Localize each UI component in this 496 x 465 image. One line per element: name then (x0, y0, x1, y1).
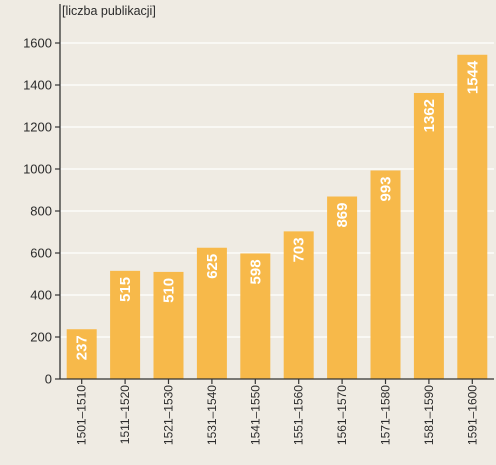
y-tick-label: 1200 (23, 120, 52, 135)
bar-value-labels: 237 515 510 625 598 703 869 993 1362 1544 (74, 60, 482, 360)
x-category-label: 1501–1510 (75, 385, 89, 445)
y-tick-label: 600 (30, 246, 52, 261)
y-axis-ticks: 0 200 400 600 800 1000 1200 1400 1600 (23, 36, 60, 387)
y-tick-label: 200 (30, 330, 52, 345)
bar (327, 196, 358, 379)
y-tick-label: 1600 (23, 36, 52, 51)
y-tick-label: 0 (45, 372, 52, 387)
y-tick-label: 800 (30, 204, 52, 219)
bar (153, 271, 184, 379)
x-category-label: 1591–1600 (465, 385, 479, 445)
y-tick-label: 1000 (23, 162, 52, 177)
bar-value-label: 515 (117, 277, 134, 302)
bar (240, 253, 271, 379)
bar-value-label: 237 (74, 335, 91, 360)
bar (283, 231, 314, 379)
x-category-label: 1551–1560 (292, 385, 306, 445)
x-category-label: 1541–1550 (248, 385, 262, 445)
bar-value-label: 869 (334, 203, 351, 228)
bar-value-label: 703 (291, 237, 308, 262)
bar-value-label: 598 (247, 259, 264, 284)
x-category-label: 1511–1520 (118, 385, 132, 445)
bar-value-label: 993 (378, 176, 395, 201)
bar (196, 247, 227, 379)
x-category-label: 1521–1530 (162, 385, 176, 445)
bar-value-label: 1544 (464, 60, 481, 94)
bar (66, 329, 97, 379)
x-axis-ticks: 1501–1510 1511–1520 1521–1530 1531–1540 1541… (75, 379, 479, 445)
bar (413, 92, 444, 379)
bar (110, 270, 141, 379)
axes (59, 4, 494, 380)
bar-value-label: 625 (204, 254, 221, 279)
y-axis-unit-label: [liczba publikacji] (62, 4, 156, 18)
x-category-label: 1571–1580 (379, 385, 393, 445)
bar (370, 170, 401, 379)
bar-value-label: 510 (161, 278, 178, 303)
bar-value-label: 1362 (421, 99, 438, 132)
bars (66, 54, 488, 379)
y-tick-label: 1400 (23, 78, 52, 93)
bar (457, 54, 488, 379)
x-category-label: 1581–1590 (422, 385, 436, 445)
x-category-label: 1531–1540 (205, 385, 219, 445)
y-tick-label: 400 (30, 288, 52, 303)
x-category-label: 1561–1570 (335, 385, 349, 445)
